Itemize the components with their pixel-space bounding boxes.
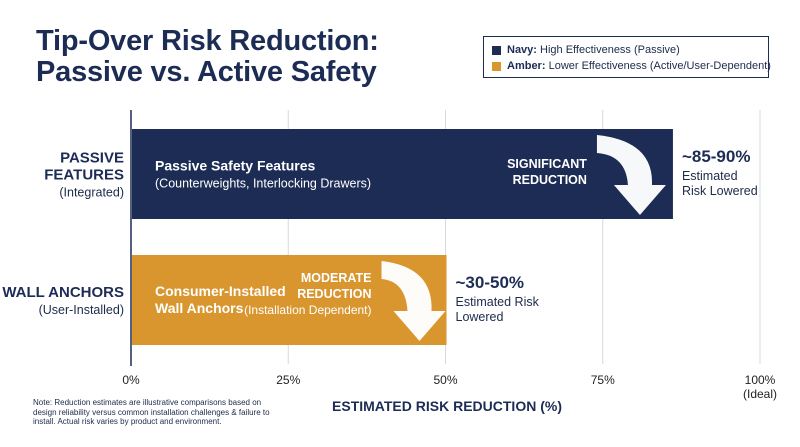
bar-label-subtitle-line: (Counterweights, Interlocking Drawers) (155, 177, 371, 191)
x-tick-label-line: 0% (122, 373, 140, 387)
x-tick-label: 50% (433, 373, 457, 387)
value-sublabel-line: Lowered (456, 310, 504, 324)
bar-label-title: Consumer-Installed Wall Anchors (155, 283, 286, 316)
bar-label-title: Passive Safety Features (155, 158, 316, 174)
category-sublabel: (Integrated) (59, 186, 124, 200)
legend-swatch-amber (492, 61, 501, 71)
x-axis-label-line: ESTIMATED RISK REDUCTION (%) (332, 398, 562, 414)
x-tick-label: 25% (276, 373, 300, 387)
category-label: WALL ANCHORS (2, 284, 124, 301)
title-line-2: Passive vs. Active Safety (36, 56, 377, 88)
category-label-line: WALL ANCHORS (2, 284, 124, 301)
callout-label-line: MODERATE (301, 271, 372, 285)
footnote: Note: Reduction estimates are illustrati… (33, 398, 270, 426)
value-sublabel-line: Estimated Risk (456, 295, 540, 309)
bar-label-subtitle: (Counterweights, Interlocking Drawers) (155, 177, 371, 191)
callout-label-line: REDUCTION (513, 173, 587, 187)
legend-key-amber: Amber: (507, 60, 546, 72)
legend-item-navy: Navy: High Effectiveness (Passive) (492, 42, 760, 58)
callout-label: MODERATE REDUCTION (297, 271, 371, 301)
category-sublabel: (User-Installed) (39, 303, 124, 317)
callout-sublabel-line: (Installation Dependent) (244, 303, 371, 317)
x-tick-label-line: (Ideal) (743, 387, 777, 401)
title-line-1: Tip-Over Risk Reduction: (36, 25, 379, 57)
callout-label: SIGNIFICANT REDUCTION (507, 157, 587, 187)
reduction-arrow-icon (596, 135, 666, 215)
x-tick-label-line: 25% (276, 373, 300, 387)
category-label-line: PASSIVE (60, 150, 124, 167)
value-label: ~85-90% (682, 147, 751, 166)
value-sublabel: Estimated Risk Lowered (682, 169, 758, 198)
legend-key-navy: Navy: (507, 44, 537, 56)
legend-item-amber: Amber: Lower Effectiveness (Active/User-… (492, 58, 771, 74)
category-sublabel-line: (User-Installed) (39, 303, 124, 317)
value-sublabel-line: Estimated (682, 169, 738, 183)
bar (132, 129, 673, 219)
bar-label-title-line: Consumer-Installed (155, 283, 286, 299)
x-tick-label: 75% (591, 373, 615, 387)
legend: Navy: High Effectiveness (Passive) Amber… (483, 36, 771, 78)
legend-text-amber: Lower Effectiveness (Active/User-Depende… (548, 60, 771, 72)
value-label-line: ~85-90% (682, 147, 751, 166)
callout-label-line: SIGNIFICANT (507, 157, 587, 171)
chart-title: Tip-Over Risk Reduction: Passive vs. Act… (36, 26, 379, 88)
value-label: ~30-50% (456, 273, 525, 292)
callout-label-line: REDUCTION (297, 287, 371, 301)
legend-text-navy: High Effectiveness (Passive) (540, 44, 680, 56)
x-tick-label-line: 50% (433, 373, 457, 387)
x-tick-label-line: 100% (745, 373, 776, 387)
category-label-line: FEATURES (44, 167, 124, 184)
category-sublabel-line: (Integrated) (59, 186, 124, 200)
callout-sublabel: (Installation Dependent) (244, 303, 371, 317)
x-axis-label: ESTIMATED RISK REDUCTION (%) (332, 398, 562, 414)
reduction-arrow-icon (381, 261, 446, 341)
value-sublabel: Estimated Risk Lowered (456, 295, 540, 324)
x-tick-label: 0% (122, 373, 140, 387)
x-tick-label-line: 75% (591, 373, 615, 387)
bar-label-title-line: Wall Anchors (155, 300, 244, 316)
value-sublabel-line: Risk Lowered (682, 184, 758, 198)
x-tick-label: 100% (Ideal) (743, 373, 777, 401)
value-label-line: ~30-50% (456, 273, 525, 292)
category-label: PASSIVE FEATURES (44, 150, 124, 184)
bar-label-title-line: Passive Safety Features (155, 158, 316, 174)
legend-swatch-navy (492, 45, 501, 55)
